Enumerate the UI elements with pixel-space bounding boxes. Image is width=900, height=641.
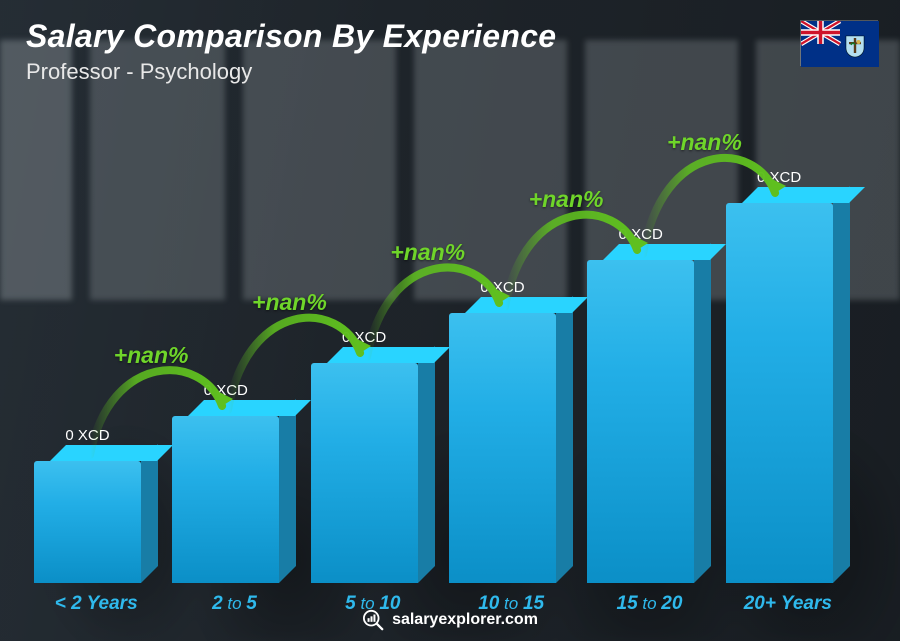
bar-value-label: 0 XCD [34, 427, 141, 444]
bar-column: 0 XCD< 2 Years [34, 113, 158, 583]
bar-column: 0 XCD15 to 20 [587, 113, 711, 583]
bar-top [465, 297, 588, 313]
bar-front [726, 203, 833, 583]
bar-front [449, 313, 556, 583]
page-subtitle: Professor - Psychology [26, 59, 556, 85]
bar-top [327, 347, 450, 363]
bar-side [694, 243, 711, 583]
site-name: salaryexplorer.com [392, 611, 538, 629]
bar-front [587, 260, 694, 583]
x-axis-label: 20+ Years [726, 593, 850, 615]
bar-side [556, 296, 573, 583]
bar-column: 0 XCD2 to 5 [172, 113, 296, 583]
chart-stage: Salary Comparison By Experience Professo… [0, 0, 900, 641]
bar-value-label: 0 XCD [449, 279, 556, 296]
magnifier-bars-icon [362, 609, 384, 631]
bar: 0 XCD [172, 416, 296, 583]
bar-value-label: 0 XCD [587, 226, 694, 243]
bar-top [603, 244, 726, 260]
bar-side [279, 399, 296, 583]
bar: 0 XCD [311, 363, 435, 583]
bar-column: 0 XCD10 to 15 [449, 113, 573, 583]
bar-top [742, 187, 865, 203]
x-axis-label: 2 to 5 [172, 593, 296, 615]
bar-value-label: 0 XCD [311, 329, 418, 346]
page-title: Salary Comparison By Experience [26, 18, 556, 55]
bar-column: 0 XCD5 to 10 [311, 113, 435, 583]
montserrat-flag-icon [800, 20, 878, 66]
bar-side [141, 444, 158, 583]
bar-chart: 0 XCD< 2 Years0 XCD2 to 50 XCD5 to 100 X… [34, 113, 850, 583]
bar-side [833, 186, 850, 583]
x-axis-label: < 2 Years [34, 593, 158, 615]
bar-front [34, 461, 141, 583]
bar-top [188, 400, 311, 416]
title-block: Salary Comparison By Experience Professo… [26, 18, 556, 85]
bar: 0 XCD [726, 203, 850, 583]
bar-value-label: 0 XCD [726, 169, 833, 186]
bar-front [311, 363, 418, 583]
bar: 0 XCD [449, 313, 573, 583]
bar-side [418, 346, 435, 583]
bar: 0 XCD [587, 260, 711, 583]
bar-column: 0 XCD20+ Years [726, 113, 850, 583]
bar-top [50, 445, 173, 461]
bar-front [172, 416, 279, 583]
bar: 0 XCD [34, 461, 158, 583]
site-logo: salaryexplorer.com [362, 609, 538, 631]
x-axis-label: 15 to 20 [587, 593, 711, 615]
bar-value-label: 0 XCD [172, 382, 279, 399]
